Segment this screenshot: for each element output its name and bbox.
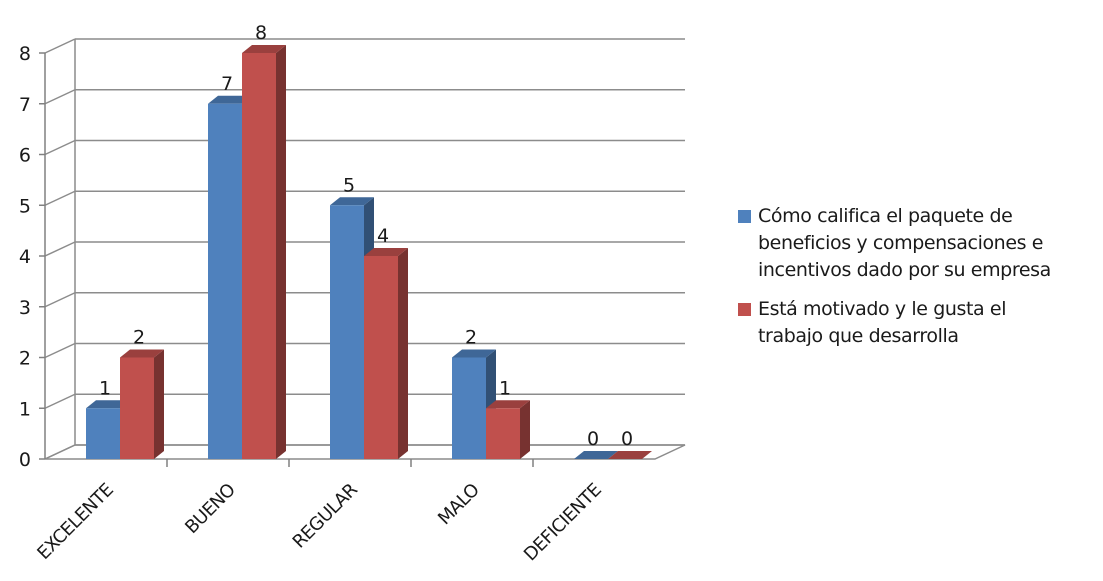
gridline-side — [44, 292, 76, 308]
data-label: 2 — [133, 327, 145, 349]
bar-malo-series-2 — [486, 400, 530, 459]
data-label: 1 — [499, 377, 511, 399]
data-label: 0 — [621, 428, 633, 450]
x-tick-label: DEFICIENTE — [520, 480, 606, 566]
gridline-side — [44, 393, 76, 409]
gridline-side — [44, 139, 76, 156]
bar-deficiente-series-1 — [574, 451, 618, 459]
y-axis-ticks: 0 1 2 3 4 5 6 7 8 — [19, 43, 45, 471]
data-label: 8 — [255, 22, 267, 44]
legend-label: Cómo califica el paquete de beneficios y… — [758, 205, 1051, 281]
chart-legend: Cómo califica el paquete de beneficios y… — [738, 203, 1100, 362]
bar-excelente-series-2 — [120, 349, 164, 459]
x-tick-label: REGULAR — [289, 480, 362, 553]
gridline-side — [44, 342, 76, 359]
x-tick-label: EXCELENTE — [33, 480, 117, 564]
y-tick-label: 2 — [19, 348, 31, 370]
chart-floor — [44, 444, 686, 460]
legend-label: Está motivado y le gusta el trabajo que … — [758, 298, 1007, 347]
y-tick-label: 5 — [19, 195, 31, 217]
y-tick-label: 3 — [19, 297, 31, 319]
data-label: 5 — [343, 174, 355, 196]
data-label: 1 — [99, 377, 111, 399]
legend-item-series-1: Cómo califica el paquete de beneficios y… — [738, 203, 1100, 284]
legend-item-series-2: Está motivado y le gusta el trabajo que … — [738, 296, 1100, 350]
x-axis-ticks: EXCELENTE BUENO REGULAR MALO DEFICIENTE — [33, 459, 606, 566]
gridline-side — [44, 241, 76, 257]
y-tick-label: 1 — [19, 398, 31, 420]
legend-swatch-red — [738, 303, 751, 316]
gridline-side — [44, 38, 76, 54]
y-tick-label: 0 — [19, 449, 31, 471]
data-label: 4 — [377, 225, 389, 247]
x-tick-label: BUENO — [181, 479, 240, 538]
data-label: 2 — [465, 327, 477, 349]
bar-regular-series-2 — [364, 248, 408, 459]
bar-bueno-series-2 — [242, 45, 286, 459]
y-tick-label: 7 — [19, 94, 31, 116]
chart-bars: 1 2 7 8 5 4 2 1 0 0 — [86, 22, 652, 459]
gridline-side — [44, 190, 76, 206]
legend-swatch-blue — [738, 210, 751, 223]
gridline-side — [44, 89, 76, 105]
bar-deficiente-series-2 — [608, 451, 652, 459]
y-tick-label: 8 — [19, 43, 31, 65]
y-tick-label: 4 — [19, 246, 31, 268]
data-label: 7 — [221, 73, 233, 95]
x-tick-label: MALO — [434, 479, 484, 529]
y-tick-label: 6 — [19, 145, 31, 167]
data-label: 0 — [587, 428, 599, 450]
